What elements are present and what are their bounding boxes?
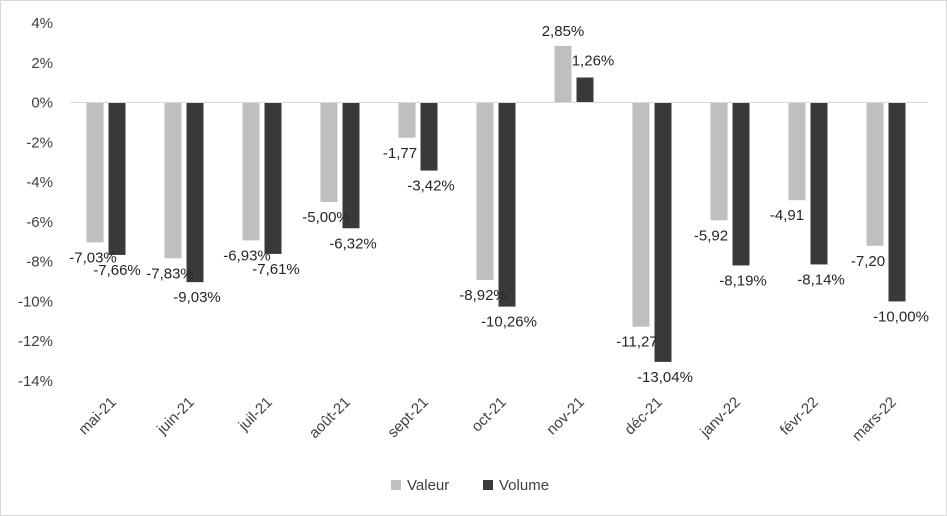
bar-volume-8 xyxy=(732,102,750,266)
data-label-volume-3: -6,32% xyxy=(329,235,377,252)
y-tick-label: -12% xyxy=(18,333,53,350)
x-tick-label: sept-21 xyxy=(384,394,431,441)
legend: Valeur Volume xyxy=(391,477,549,494)
data-label-valeur-4: -1,77 xyxy=(383,145,417,162)
legend-label-volume: Volume xyxy=(499,477,549,494)
bar-volume-2 xyxy=(264,102,282,254)
x-tick-label: févr-22 xyxy=(777,394,822,439)
bar-valeur-1 xyxy=(164,102,182,259)
x-axis: mai-21 juin-21 juil-21 août-21 sept-21 oct-21… xyxy=(75,394,899,445)
y-tick-label: -2% xyxy=(26,134,53,151)
y-tick-label: -14% xyxy=(18,373,53,390)
y-tick-label: -6% xyxy=(26,214,53,231)
bar-valeur-5 xyxy=(476,102,494,280)
bar-volume-6 xyxy=(576,77,594,103)
data-label-valeur-0: -7,03% xyxy=(69,249,117,266)
x-tick-label: mars-22 xyxy=(849,394,900,445)
data-labels: -7,03%-7,66% -7,83% -9,03% -6,93%-7,61% -5,0… xyxy=(69,23,929,386)
legend-swatch-valeur xyxy=(391,480,401,490)
x-tick-label: oct-21 xyxy=(468,394,510,436)
data-label-valeur-9: -4,91 xyxy=(770,207,804,224)
bar-volume-1 xyxy=(186,102,204,283)
bar-volume-4 xyxy=(420,102,438,171)
data-label-volume-4: -3,42% xyxy=(407,178,455,195)
bar-volume-10 xyxy=(888,102,906,302)
data-label-volume-1: -9,03% xyxy=(173,289,221,306)
data-label-valeur-10: -7,20 xyxy=(851,253,885,270)
x-tick-label: nov-21 xyxy=(543,394,587,438)
data-label-valeur-5: -8,92% xyxy=(459,287,507,304)
data-label-valeur-8: -5,92 xyxy=(694,227,728,244)
y-tick-label: -10% xyxy=(18,293,53,310)
bar-valeur-9 xyxy=(788,102,806,201)
bar-volume-9 xyxy=(810,102,828,265)
data-label-volume-0: -7,66% xyxy=(93,262,141,279)
y-tick-label: 4% xyxy=(31,15,53,32)
x-tick-label: mai-21 xyxy=(75,394,119,438)
y-tick-label: 2% xyxy=(31,55,53,72)
bar-volume-7 xyxy=(654,102,672,362)
y-tick-label: 0% xyxy=(31,95,53,112)
y-tick-label: -8% xyxy=(26,254,53,271)
bar-volume-0 xyxy=(108,102,126,255)
bar-valeur-2 xyxy=(242,102,260,241)
data-label-valeur-1: -7,83% xyxy=(146,265,194,282)
bar-valeur-3 xyxy=(320,102,338,202)
data-label-volume-10: -10,00% xyxy=(873,308,929,325)
data-label-volume-7: -13,04% xyxy=(637,369,693,386)
data-label-valeur-2: -6,93% xyxy=(223,247,271,264)
bar-valeur-8 xyxy=(710,102,728,221)
x-tick-label: janv-22 xyxy=(696,394,744,442)
data-label-volume-6: 1,26% xyxy=(572,52,615,69)
x-tick-label: août-21 xyxy=(306,394,354,442)
bar-valeur-10 xyxy=(866,102,884,246)
data-label-volume-9: -8,14% xyxy=(797,271,845,288)
bar-valeur-7 xyxy=(632,102,650,327)
data-label-valeur-6: 2,85% xyxy=(542,23,585,40)
data-label-volume-2: -7,61% xyxy=(252,261,300,278)
bar-volume-3 xyxy=(342,102,360,229)
bar-valeur-0 xyxy=(86,102,104,243)
data-label-valeur-3: -5,00% xyxy=(302,209,350,226)
data-label-volume-5: -10,26% xyxy=(481,314,537,331)
bar-volume-5 xyxy=(498,102,516,307)
bar-valeur-4 xyxy=(398,102,416,138)
bars xyxy=(86,45,906,362)
legend-swatch-volume xyxy=(483,480,493,490)
x-tick-label: déc-21 xyxy=(621,394,665,438)
x-tick-label: juin-21 xyxy=(153,394,198,439)
bar-valeur-6 xyxy=(554,45,572,103)
legend-label-valeur: Valeur xyxy=(407,477,449,494)
x-tick-label: juil-21 xyxy=(235,394,276,435)
data-label-volume-8: -8,19% xyxy=(719,272,767,289)
data-label-valeur-7: -11,27 xyxy=(616,334,657,351)
y-tick-label: -4% xyxy=(26,174,53,191)
y-axis: 4% 2% 0% -2% -4% -6% -8% -10% -12% -14% xyxy=(18,15,53,390)
